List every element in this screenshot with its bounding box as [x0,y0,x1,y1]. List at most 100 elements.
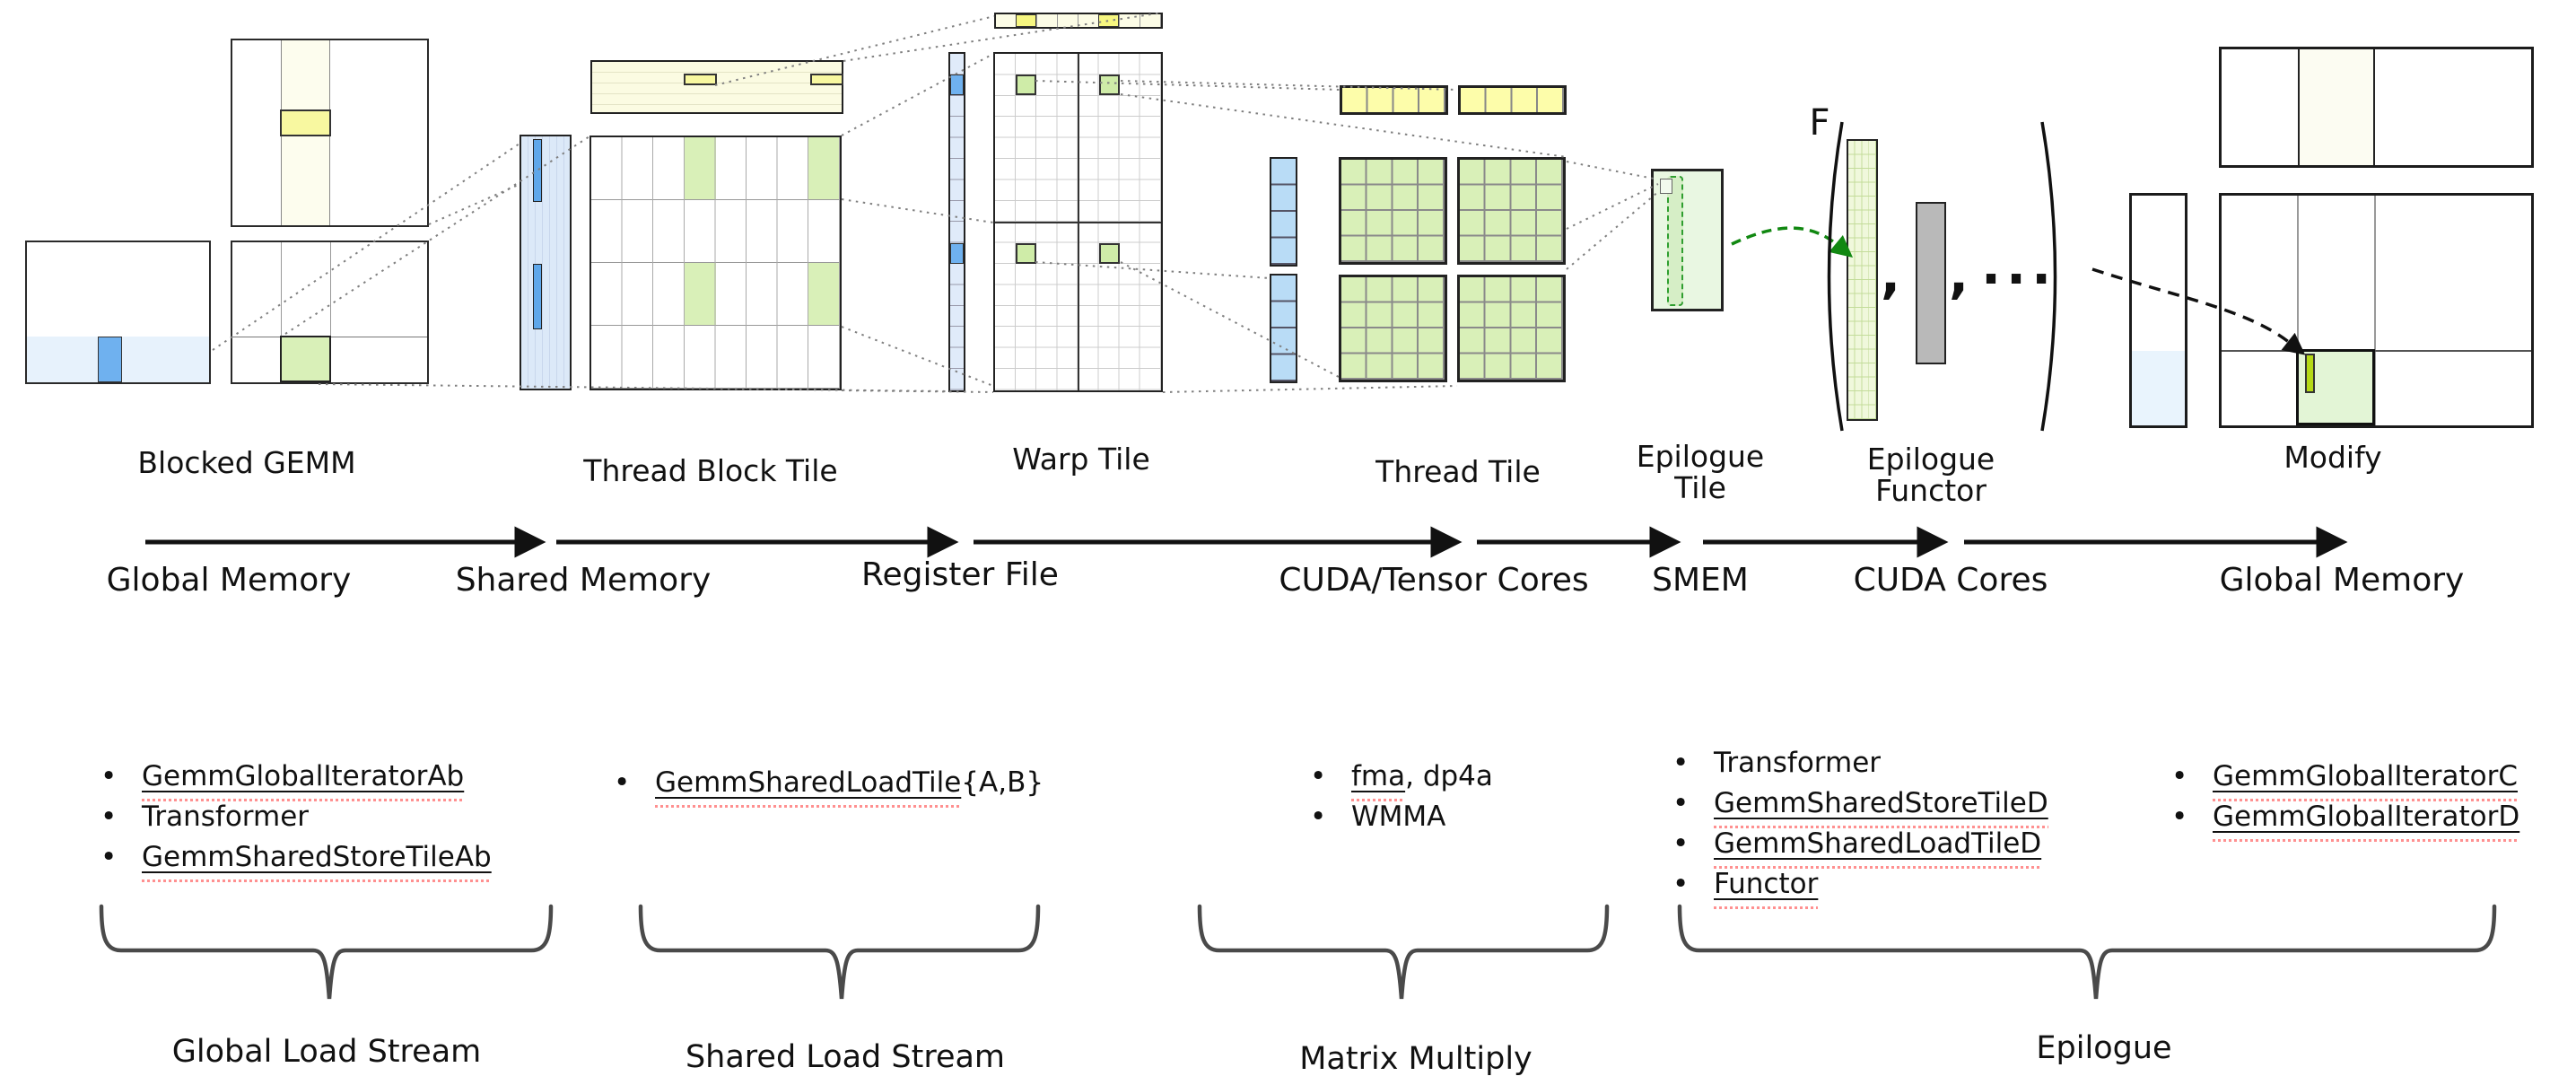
functor-f-symbol: F [1809,102,1830,144]
flow-label-cuda-cores: CUDA Cores [1853,562,2048,599]
thread-region-cell [1016,243,1036,264]
thread-b-register-strip [1458,85,1567,115]
thread-accumulator-grid [1457,157,1566,265]
component-list-global-store: GemmGlobalIteratorC GemmGlobalIteratorD [2171,757,2519,837]
list-item: GemmSharedLoadTile{A,B} [614,763,1043,803]
functor-comma: , [1881,244,1901,305]
blocked-gemm-matrix-b [231,39,429,227]
smem-a-fragment-bar [533,264,542,329]
list-item: GemmGlobalIteratorAb [100,757,492,797]
threadblock-tile-grid [589,136,842,390]
warp-tile-grid [993,52,1163,392]
list-term: GemmSharedLoadTileD [1714,827,2042,860]
list-term: fma [1351,760,1406,792]
epilogue-functor-label-line1: Epilogue [1866,442,1995,477]
epilogue-tile [1651,169,1724,311]
quadrant-divider-h [995,222,1161,223]
warp-b-active-cell [1098,14,1119,27]
dotted-link [428,183,521,225]
matrix-column-band [2298,49,2375,165]
list-term-rest: Transformer [142,801,310,833]
list-item: GemmGlobalIteratorC [2171,757,2519,797]
epilogue-tile-label-line1: Epilogue [1636,439,1765,474]
blocked-gemm-label: Blocked GEMM [137,445,356,480]
brace-epilogue [1677,904,2497,1000]
warp-b-fragment-strip [994,13,1163,29]
dotted-link [841,389,994,393]
flow-label-smem: SMEM [1652,562,1749,599]
warp-b-active-cell [1016,14,1036,27]
threadblock-smem-a-strip [520,135,572,390]
dotted-link [1566,190,1660,270]
component-list-epilogue: Transformer GemmSharedStoreTileD GemmSha… [1672,743,2048,905]
list-term-rest: {A,B} [961,766,1044,799]
stream-label-global-load: Global Load Stream [171,1034,482,1070]
thread-accumulator-grid [1339,275,1447,382]
flow-label-register-file: Register File [861,556,1059,593]
flow-label-global-memory-left: Global Memory [106,562,352,599]
functor-comma: , [1949,244,1969,305]
open-paren [1827,121,1844,432]
warp-region-cell [685,137,716,200]
flow-label-cuda-tensor-cores: CUDA/Tensor Cores [1279,562,1589,599]
grid-line [2374,196,2376,425]
dotted-link [841,326,994,387]
list-term: GemmGlobalIteratorD [2213,801,2520,833]
list-term: GemmSharedLoadTile [655,766,962,799]
brace-matrix-multiply [1197,904,1610,1000]
list-term: GemmGlobalIteratorC [2213,760,2519,792]
brace-shared-load-stream [638,904,1041,1000]
epilogue-tile-label-line2: Tile [1674,470,1726,505]
thread-accumulator-grid [1339,157,1447,265]
thread-region-cell [1099,243,1120,264]
list-term: GemmSharedStoreTileD [1714,787,2048,819]
list-term-rest: , dp4a [1405,760,1493,792]
brace-global-load-stream [99,904,554,1000]
modify-matrix-b-partial [2219,47,2534,168]
dotted-link [841,198,994,223]
flow-label-global-memory-right: Global Memory [2219,562,2465,599]
warp-a-active-cell [950,74,964,95]
thread-accumulator-grid [1457,275,1566,382]
thread-tile-label: Thread Tile [1375,454,1541,489]
functor-fragment-grid [1847,139,1878,421]
matrix-b-active-cell [280,109,331,136]
modify-matrix-a-partial [2129,193,2187,428]
list-term: GemmGlobalIteratorAb [142,760,465,792]
blocked-gemm-matrix-c [231,241,429,384]
threadblock-smem-b-strip [590,60,843,114]
list-term: GemmSharedStoreTileAb [142,841,492,873]
warp-region-cell [808,137,840,200]
blocked-gemm-matrix-a [25,241,211,384]
warp-region-cell [685,263,716,326]
list-item: GemmGlobalIteratorD [2171,797,2519,837]
list-item: Functor [1672,864,2048,905]
flow-label-shared-memory: Shared Memory [455,562,712,599]
functor-gray-operand-bar [1916,202,1946,364]
grid-line [2297,196,2299,425]
list-item: GemmSharedLoadTileD [1672,824,2048,864]
matrix-row-band [2132,351,2185,425]
list-term-rest: Transformer [1714,747,1882,779]
list-item: GemmSharedStoreTileD [1672,783,2048,824]
thread-region-cell [1016,74,1036,95]
list-item: WMMA [1310,797,1493,837]
modify-matrix-c [2219,193,2534,428]
matrix-c-active-cell [280,336,331,382]
thread-block-tile-label: Thread Block Tile [583,453,838,488]
warp-a-fragment-strip [948,52,965,392]
smem-b-fragment-cell [684,74,717,85]
component-list-global-load: GemmGlobalIteratorAb Transformer GemmSha… [100,757,492,878]
functor-ellipsis: ... [1981,235,2057,296]
modify-label: Modify [2283,440,2382,475]
list-item: fma, dp4a [1310,757,1493,797]
thread-region-cell [1099,74,1120,95]
component-list-shared-load: GemmSharedLoadTile{A,B} [614,763,1043,803]
smem-a-fragment-bar [533,139,542,202]
epilogue-tile-column [1667,176,1683,306]
list-term: Functor [1714,868,1819,900]
dotted-link [841,53,994,136]
modify-active-cell [2296,349,2375,425]
list-item: GemmSharedStoreTileAb [100,837,492,878]
